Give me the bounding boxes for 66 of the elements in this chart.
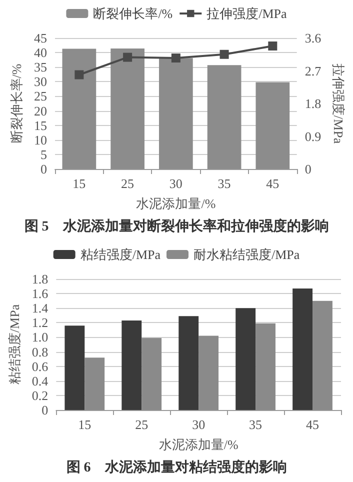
bar <box>158 58 193 169</box>
y-tick-label: 35 <box>34 60 47 75</box>
y-tick-label: 20 <box>34 103 47 118</box>
x-tick-label: 25 <box>121 176 134 191</box>
y2-tick-label: 0 <box>304 162 312 176</box>
y-tick-label: 0.6 <box>32 358 49 374</box>
bar <box>122 320 142 410</box>
point <box>123 52 132 62</box>
legend-label: 粘结强度/MPa <box>80 247 161 262</box>
y2-tick-label: 2.7 <box>304 63 322 78</box>
y-axis-title: 粘结强度/MPa <box>7 304 22 385</box>
y-tick-label: 1.4 <box>32 300 49 316</box>
x-tick-label: 45 <box>266 176 280 191</box>
legend-label: 耐水粘结强度/MPa <box>194 247 300 262</box>
bar <box>62 48 96 169</box>
point <box>74 70 84 80</box>
legend-label: 断裂伸长率/% <box>93 6 173 21</box>
y-tick-label: 1.0 <box>32 330 48 345</box>
bar <box>142 338 162 410</box>
x-tick-label: 35 <box>218 176 231 191</box>
y-tick-label: 1.8 <box>32 272 48 286</box>
y2-tick-label: 0.9 <box>304 128 322 144</box>
y-tick-label: 40 <box>34 45 47 60</box>
y2-tick-label: 3.6 <box>304 30 322 46</box>
x-axis-title: 水泥添加量/% <box>136 196 216 211</box>
y-tick-label: 0.4 <box>32 373 49 388</box>
point <box>220 50 229 59</box>
bar <box>84 358 105 410</box>
x-tick-label: 30 <box>192 417 206 432</box>
x-tick-label: 35 <box>249 417 262 432</box>
bar <box>312 300 332 410</box>
x-tick-label: 15 <box>78 417 92 432</box>
y-tick-label: 0 <box>42 402 48 418</box>
y-tick-label: 1.6 <box>32 286 49 302</box>
y-tick-label: 15 <box>34 118 47 133</box>
bar <box>236 308 256 410</box>
point <box>171 54 180 63</box>
bar <box>64 326 85 410</box>
y-tick-label: 45 <box>34 30 47 46</box>
x-tick-label: 45 <box>306 417 320 432</box>
text: 图 5 水泥添加量对断裂伸长率和拉伸强度的影响 <box>24 218 329 234</box>
bar <box>198 336 219 410</box>
y-tick-label: 0.8 <box>32 344 48 360</box>
bar <box>178 316 199 410</box>
bar <box>207 65 242 169</box>
text: 图 6 水泥添加量对粘结强度的影响 <box>66 458 287 476</box>
point <box>268 42 278 51</box>
y2-tick-label: 1.8 <box>304 96 322 111</box>
y-axis-title: 断裂伸长率/% <box>9 64 24 144</box>
y-tick-label: 0 <box>40 162 47 176</box>
y-tick-label: 0.2 <box>32 388 48 403</box>
legend-label: 拉伸强度/MPa <box>206 6 288 21</box>
bar <box>256 82 290 169</box>
bar <box>256 323 276 410</box>
y-tick-label: 1.2 <box>32 315 48 330</box>
x-axis-title: 水泥添加量/% <box>158 437 238 452</box>
x-tick-label: 25 <box>135 417 148 432</box>
y-tick-label: 10 <box>34 132 47 148</box>
y2-axis-title: 拉伸强度/MPa <box>331 63 346 144</box>
x-tick-label: 30 <box>169 176 182 191</box>
bar <box>292 288 313 410</box>
x-tick-label: 15 <box>72 176 86 191</box>
y-tick-label: 30 <box>34 74 47 90</box>
y-tick-label: 5 <box>40 146 47 162</box>
bar <box>110 48 144 169</box>
y-tick-label: 25 <box>34 88 47 104</box>
